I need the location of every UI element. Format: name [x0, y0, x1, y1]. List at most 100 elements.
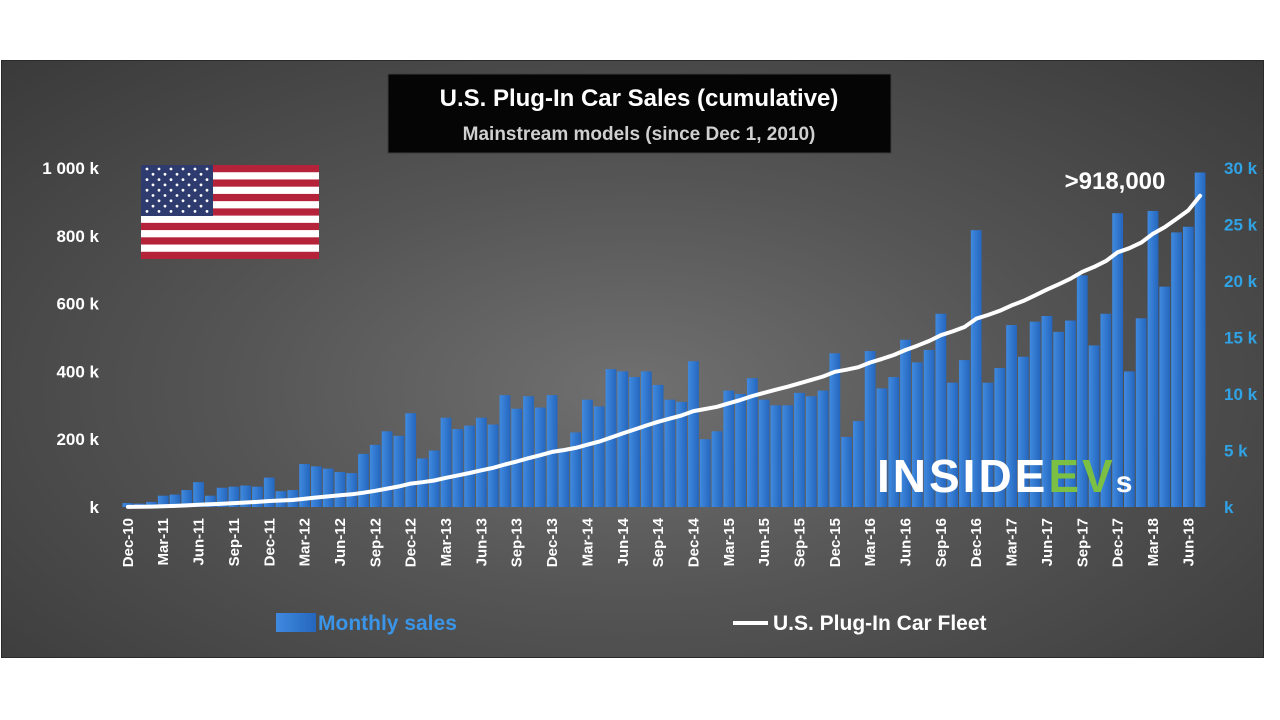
legend: Monthly sales U.S. Plug-In Car Fleet: [276, 612, 987, 635]
x-tick-label: Dec-12: [403, 518, 420, 567]
bar-series-monthly-sales: [122, 172, 1206, 507]
right-tick-label: 20 k: [1224, 272, 1258, 291]
bar-Nov-14: [676, 401, 688, 507]
x-tick-label: Mar-12: [297, 518, 314, 566]
logo-s: s: [1116, 466, 1136, 499]
chart-panel: U.S. Plug-In Car Sales (cumulative) Main…: [1, 60, 1264, 658]
flag-star: [169, 188, 173, 192]
flag-star: [193, 210, 197, 213]
flag-star: [205, 167, 209, 171]
chart-subtitle: Mainstream models (since Dec 1, 2010): [463, 124, 816, 145]
x-tick-label: Sep-13: [509, 518, 526, 567]
bar-May-17: [1029, 321, 1041, 507]
legend-label-fleet: U.S. Plug-In Car Fleet: [773, 612, 987, 635]
bar-Aug-16: [923, 349, 935, 507]
bar-Dec-14: [688, 361, 699, 507]
x-tick-label: Jun-11: [191, 518, 208, 566]
flag-star: [163, 194, 167, 197]
flag-star: [193, 188, 197, 192]
flag-star: [151, 183, 155, 187]
x-tick-label: Mar-15: [721, 518, 738, 566]
bar-Mar-18: [1147, 210, 1159, 507]
bar-Oct-14: [664, 399, 676, 507]
x-tick-label: Mar-13: [438, 518, 455, 566]
flag-star: [151, 194, 155, 197]
flag-star: [205, 199, 209, 203]
bar-Jan-14: [558, 448, 570, 507]
x-tick-label: Sep-17: [1074, 518, 1091, 567]
bar-Aug-17: [1065, 320, 1076, 507]
flag-star: [193, 199, 197, 203]
x-tick-label: Dec-10: [120, 518, 137, 567]
bar-Apr-16: [876, 388, 888, 507]
x-tick-label: Mar-11: [155, 518, 172, 566]
bar-Nov-11: [252, 486, 263, 507]
bar-Nov-17: [1100, 313, 1112, 507]
flag-star: [157, 167, 161, 171]
logo-ev: EV: [1048, 450, 1115, 502]
bar-Dec-12: [405, 413, 417, 507]
flag-star: [175, 194, 179, 197]
flag-stripe: [141, 251, 319, 259]
bar-May-15: [746, 378, 758, 507]
bar-Jul-15: [770, 405, 782, 507]
bar-Aug-12: [358, 453, 369, 507]
legend-swatch-monthly-sales: [276, 613, 316, 632]
flag-star: [187, 172, 191, 176]
flag-star: [205, 210, 209, 213]
flag-stars: [145, 167, 209, 213]
x-tick-label: Sep-11: [226, 518, 243, 566]
bar-Nov-12: [393, 435, 405, 507]
x-tick-label: Dec-11: [261, 518, 278, 566]
title-box: U.S. Plug-In Car Sales (cumulative) Main…: [387, 73, 892, 154]
bar-Mar-13: [440, 417, 452, 507]
bar-Oct-13: [523, 396, 534, 507]
flag-star: [169, 199, 173, 203]
flag-star: [145, 178, 149, 181]
logo-inside: INSIDE: [877, 450, 1048, 502]
bar-Jun-13: [475, 417, 487, 507]
x-tick-label: Jun-14: [615, 517, 632, 566]
x-tick-label: Dec-16: [968, 518, 985, 567]
flag-star: [199, 194, 203, 197]
flag-stripe: [141, 165, 319, 173]
flag-star: [175, 183, 179, 187]
bar-Aug-11: [216, 487, 228, 507]
x-tick-label: Dec-17: [1110, 518, 1127, 567]
bar-Sep-11: [228, 486, 240, 507]
flag-star: [175, 172, 179, 176]
bar-Dec-11: [263, 477, 275, 507]
bar-Mar-16: [864, 351, 876, 507]
x-tick-label: Sep-15: [792, 518, 809, 567]
flag-star: [163, 172, 167, 176]
left-tick-label: 200 k: [56, 430, 99, 449]
bar-Oct-12: [381, 431, 393, 507]
x-tick-label: Mar-18: [1145, 518, 1162, 566]
bar-Apr-11: [169, 494, 181, 507]
bar-Sep-13: [511, 408, 523, 507]
bar-Jul-11: [204, 495, 216, 507]
flag-star: [163, 183, 167, 187]
bar-May-18: [1171, 232, 1182, 507]
bar-Mar-17: [1006, 325, 1017, 507]
bar-Aug-14: [640, 371, 652, 507]
chart-svg: U.S. Plug-In Car Sales (cumulative) Main…: [42, 73, 1258, 635]
flag-star: [181, 167, 185, 171]
bar-Nov-15: [817, 390, 829, 507]
bar-May-11: [181, 490, 193, 507]
bar-Apr-13: [452, 429, 464, 507]
bar-May-13: [464, 425, 475, 507]
right-tick-label: k: [1224, 498, 1234, 517]
x-tick-label: Jun-17: [1039, 518, 1056, 566]
chart-title: U.S. Plug-In Car Sales (cumulative): [440, 85, 839, 112]
flag-stripe: [141, 179, 319, 187]
bar-Aug-13: [499, 395, 511, 507]
flag-star: [145, 199, 149, 203]
bar-Jul-17: [1053, 331, 1065, 507]
x-tick-label: Sep-12: [367, 518, 384, 567]
bar-Nov-16: [959, 360, 970, 507]
bar-Aug-15: [782, 405, 794, 507]
bar-Jun-18: [1182, 226, 1194, 507]
bar-Feb-18: [1135, 318, 1147, 507]
bar-Feb-17: [994, 368, 1006, 507]
